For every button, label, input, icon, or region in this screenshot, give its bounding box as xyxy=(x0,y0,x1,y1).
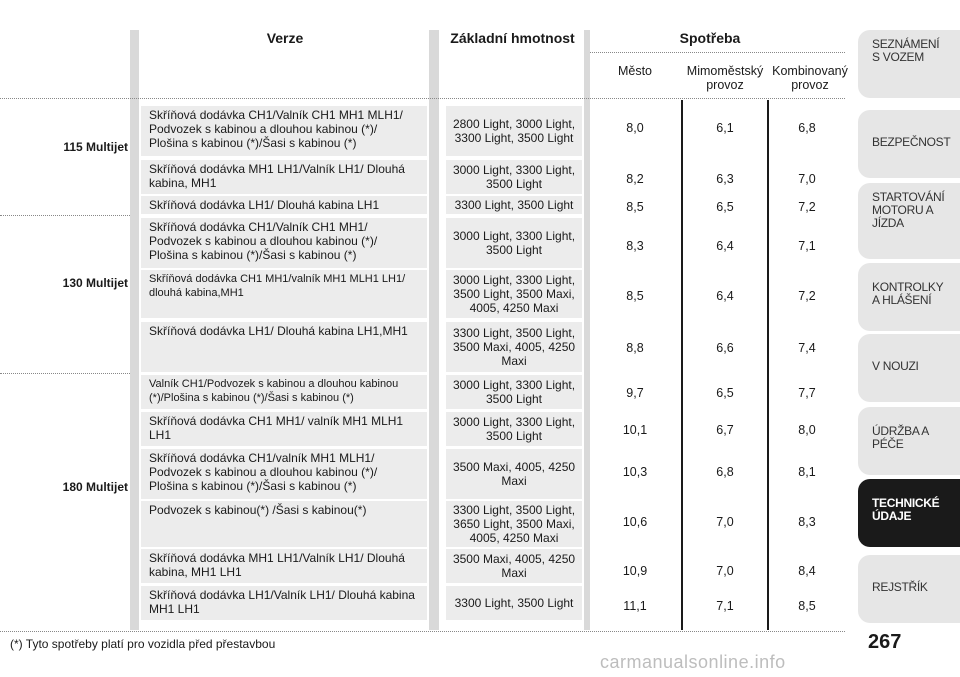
komb-value: 8,3 xyxy=(798,515,816,529)
verze-cell: Skříňová dodávka MH1 LH1/Valník LH1/ Dlo… xyxy=(141,549,427,583)
hmotnost-cell: 2800 Light, 3000 Light, 3300 Light, 3500… xyxy=(446,106,582,156)
komb-value: 8,1 xyxy=(798,465,816,479)
table-bottom-line xyxy=(0,631,845,632)
hmotnost-cell: 3500 Maxi, 4005, 4250 Maxi xyxy=(446,449,582,499)
header-verze: Verze xyxy=(266,30,304,46)
verze-band-right xyxy=(429,30,439,630)
tab-bezpecnost[interactable]: BEZPEČNOST xyxy=(858,110,960,178)
hmotnost-band-right xyxy=(584,30,590,630)
hmotnost-cell: 3300 Light, 3500 Light xyxy=(446,196,582,214)
verze-cell: Skříňová dodávka CH1 MH1/valník MH1 MLH1… xyxy=(141,270,427,318)
mesto-value: 8,2 xyxy=(626,172,644,186)
mesto-value: 10,3 xyxy=(622,465,648,479)
page-number: 267 xyxy=(868,631,902,653)
verze-cell: Skříňová dodávka LH1/ Dlouhá kabina LH1,… xyxy=(141,322,427,372)
mesto-value: 9,7 xyxy=(626,386,644,400)
tab-label: KONTROLKY A HLÁŠENÍ xyxy=(872,280,944,307)
komb-value: 6,8 xyxy=(798,121,816,135)
mimo-value: 7,1 xyxy=(716,599,734,613)
mesto-value: 10,6 xyxy=(622,515,648,529)
divider-mesto-mimo xyxy=(681,100,683,630)
tab-kontrolky[interactable]: KONTROLKY A HLÁŠENÍ xyxy=(858,263,960,331)
engine-divider xyxy=(0,215,130,216)
tab-v-nouzi[interactable]: V NOUZI xyxy=(858,334,960,402)
hmotnost-cell: 3300 Light, 3500 Light, 3500 Maxi, 4005,… xyxy=(446,322,582,372)
komb-value: 8,5 xyxy=(798,599,816,613)
komb-value: 8,4 xyxy=(798,564,816,578)
hmotnost-cell: 3000 Light, 3300 Light, 3500 Light xyxy=(446,375,582,409)
mesto-value: 10,1 xyxy=(622,423,648,437)
verze-cell: Skříňová dodávka CH1/valník MH1 MLH1/ Po… xyxy=(141,449,427,499)
komb-value: 8,0 xyxy=(798,423,816,437)
verze-cell: Skříňová dodávka CH1/Valník CH1 MH1/ Pod… xyxy=(141,218,427,268)
verze-cell: Skříňová dodávka MH1 LH1/Valník LH1/ Dlo… xyxy=(141,160,427,194)
header-spotreba: Spotřeba xyxy=(679,30,741,46)
mimo-value: 6,4 xyxy=(716,289,734,303)
mimo-value: 6,6 xyxy=(716,341,734,355)
mimo-value: 6,5 xyxy=(716,200,734,214)
header-hmotnost: Základní hmotnost xyxy=(450,30,575,46)
hmotnost-cell: 3500 Maxi, 4005, 4250 Maxi xyxy=(446,549,582,583)
mimo-value: 7,0 xyxy=(716,515,734,529)
tab-label: ÚDRŽBA A PÉČE xyxy=(872,424,929,451)
hmotnost-cell: 3000 Light, 3300 Light, 3500 Light xyxy=(446,160,582,194)
verze-band xyxy=(130,30,139,630)
verze-cell: Valník CH1/Podvozek s kabinou a dlouhou … xyxy=(141,375,427,409)
mimo-value: 7,0 xyxy=(716,564,734,578)
mimo-value: 6,4 xyxy=(716,239,734,253)
verze-cell: Skříňová dodávka CH1 MH1/ valník MH1 MLH… xyxy=(141,412,427,446)
hmotnost-cell: 3300 Light, 3500 Light xyxy=(446,586,582,620)
hmotnost-cell: 3000 Light, 3300 Light, 3500 Light xyxy=(446,218,582,268)
komb-value: 7,0 xyxy=(798,172,816,186)
mesto-value: 8,5 xyxy=(626,200,644,214)
hmotnost-cell: 3300 Light, 3500 Light, 3650 Light, 3500… xyxy=(446,501,582,547)
divider-mimo-komb xyxy=(767,100,769,630)
mesto-value: 8,0 xyxy=(626,121,644,135)
mesto-value: 11,1 xyxy=(623,599,647,613)
mimo-value: 6,7 xyxy=(716,423,734,437)
komb-value: 7,7 xyxy=(798,386,816,400)
header-bottom-line xyxy=(0,98,845,99)
verze-cell: Skříňová dodávka CH1/Valník CH1 MH1 MLH1… xyxy=(141,106,427,156)
mesto-value: 8,8 xyxy=(626,341,644,355)
mimo-value: 6,8 xyxy=(716,465,734,479)
subheader-komb: Kombinovaný provoz xyxy=(772,64,848,92)
mesto-value: 10,9 xyxy=(622,564,648,578)
verze-cell: Podvozek s kabinou(*) /Šasi s kabinou(*) xyxy=(141,501,427,547)
tab-label: V NOUZI xyxy=(872,359,919,373)
tab-label: TECHNICKÉ ÚDAJE xyxy=(872,496,940,523)
komb-value: 7,2 xyxy=(798,200,816,214)
mesto-value: 8,5 xyxy=(626,289,644,303)
tab-udrzba[interactable]: ÚDRŽBA A PÉČE xyxy=(858,407,960,475)
hmotnost-cell: 3000 Light, 3300 Light, 3500 Light, 3500… xyxy=(446,270,582,318)
subheader-mesto: Město xyxy=(617,64,653,78)
footnote: (*) Tyto spotřeby platí pro vozidla před… xyxy=(10,637,276,651)
tab-label: SEZNÁMENÍ S VOZEM xyxy=(872,37,940,64)
tab-startovani[interactable]: STARTOVÁNÍ MOTORU A JÍZDA xyxy=(858,183,960,259)
tab-rejstrik[interactable]: REJSTŘÍK xyxy=(858,555,960,623)
engine-divider xyxy=(0,373,130,374)
engine-label: 180 Multijet xyxy=(62,480,128,494)
tab-technicke-udaje[interactable]: TECHNICKÉ ÚDAJE xyxy=(858,479,960,547)
komb-value: 7,2 xyxy=(798,289,816,303)
tab-label: REJSTŘÍK xyxy=(872,580,928,594)
tab-label: BEZPEČNOST xyxy=(872,135,951,149)
komb-value: 7,4 xyxy=(798,341,816,355)
engine-label: 130 Multijet xyxy=(62,276,128,290)
hmotnost-cell: 3000 Light, 3300 Light, 3500 Light xyxy=(446,412,582,446)
mimo-value: 6,3 xyxy=(716,172,734,186)
mimo-value: 6,5 xyxy=(716,386,734,400)
verze-cell: Skříňová dodávka LH1/ Dlouhá kabina LH1 xyxy=(141,196,427,214)
subheader-mimo: Mimoměstský provoz xyxy=(686,64,764,92)
tab-label: STARTOVÁNÍ MOTORU A JÍZDA xyxy=(872,190,945,230)
verze-cell: Skříňová dodávka LH1/Valník LH1/ Dlouhá … xyxy=(141,586,427,620)
spotreba-header-divider xyxy=(590,52,845,53)
mimo-value: 6,1 xyxy=(716,121,734,135)
komb-value: 7,1 xyxy=(798,239,816,253)
mesto-value: 8,3 xyxy=(626,239,644,253)
tab-seznameni[interactable]: SEZNÁMENÍ S VOZEM xyxy=(858,30,960,98)
watermark: carmanualsonline.info xyxy=(600,652,786,672)
engine-label: 115 Multijet xyxy=(63,140,128,154)
